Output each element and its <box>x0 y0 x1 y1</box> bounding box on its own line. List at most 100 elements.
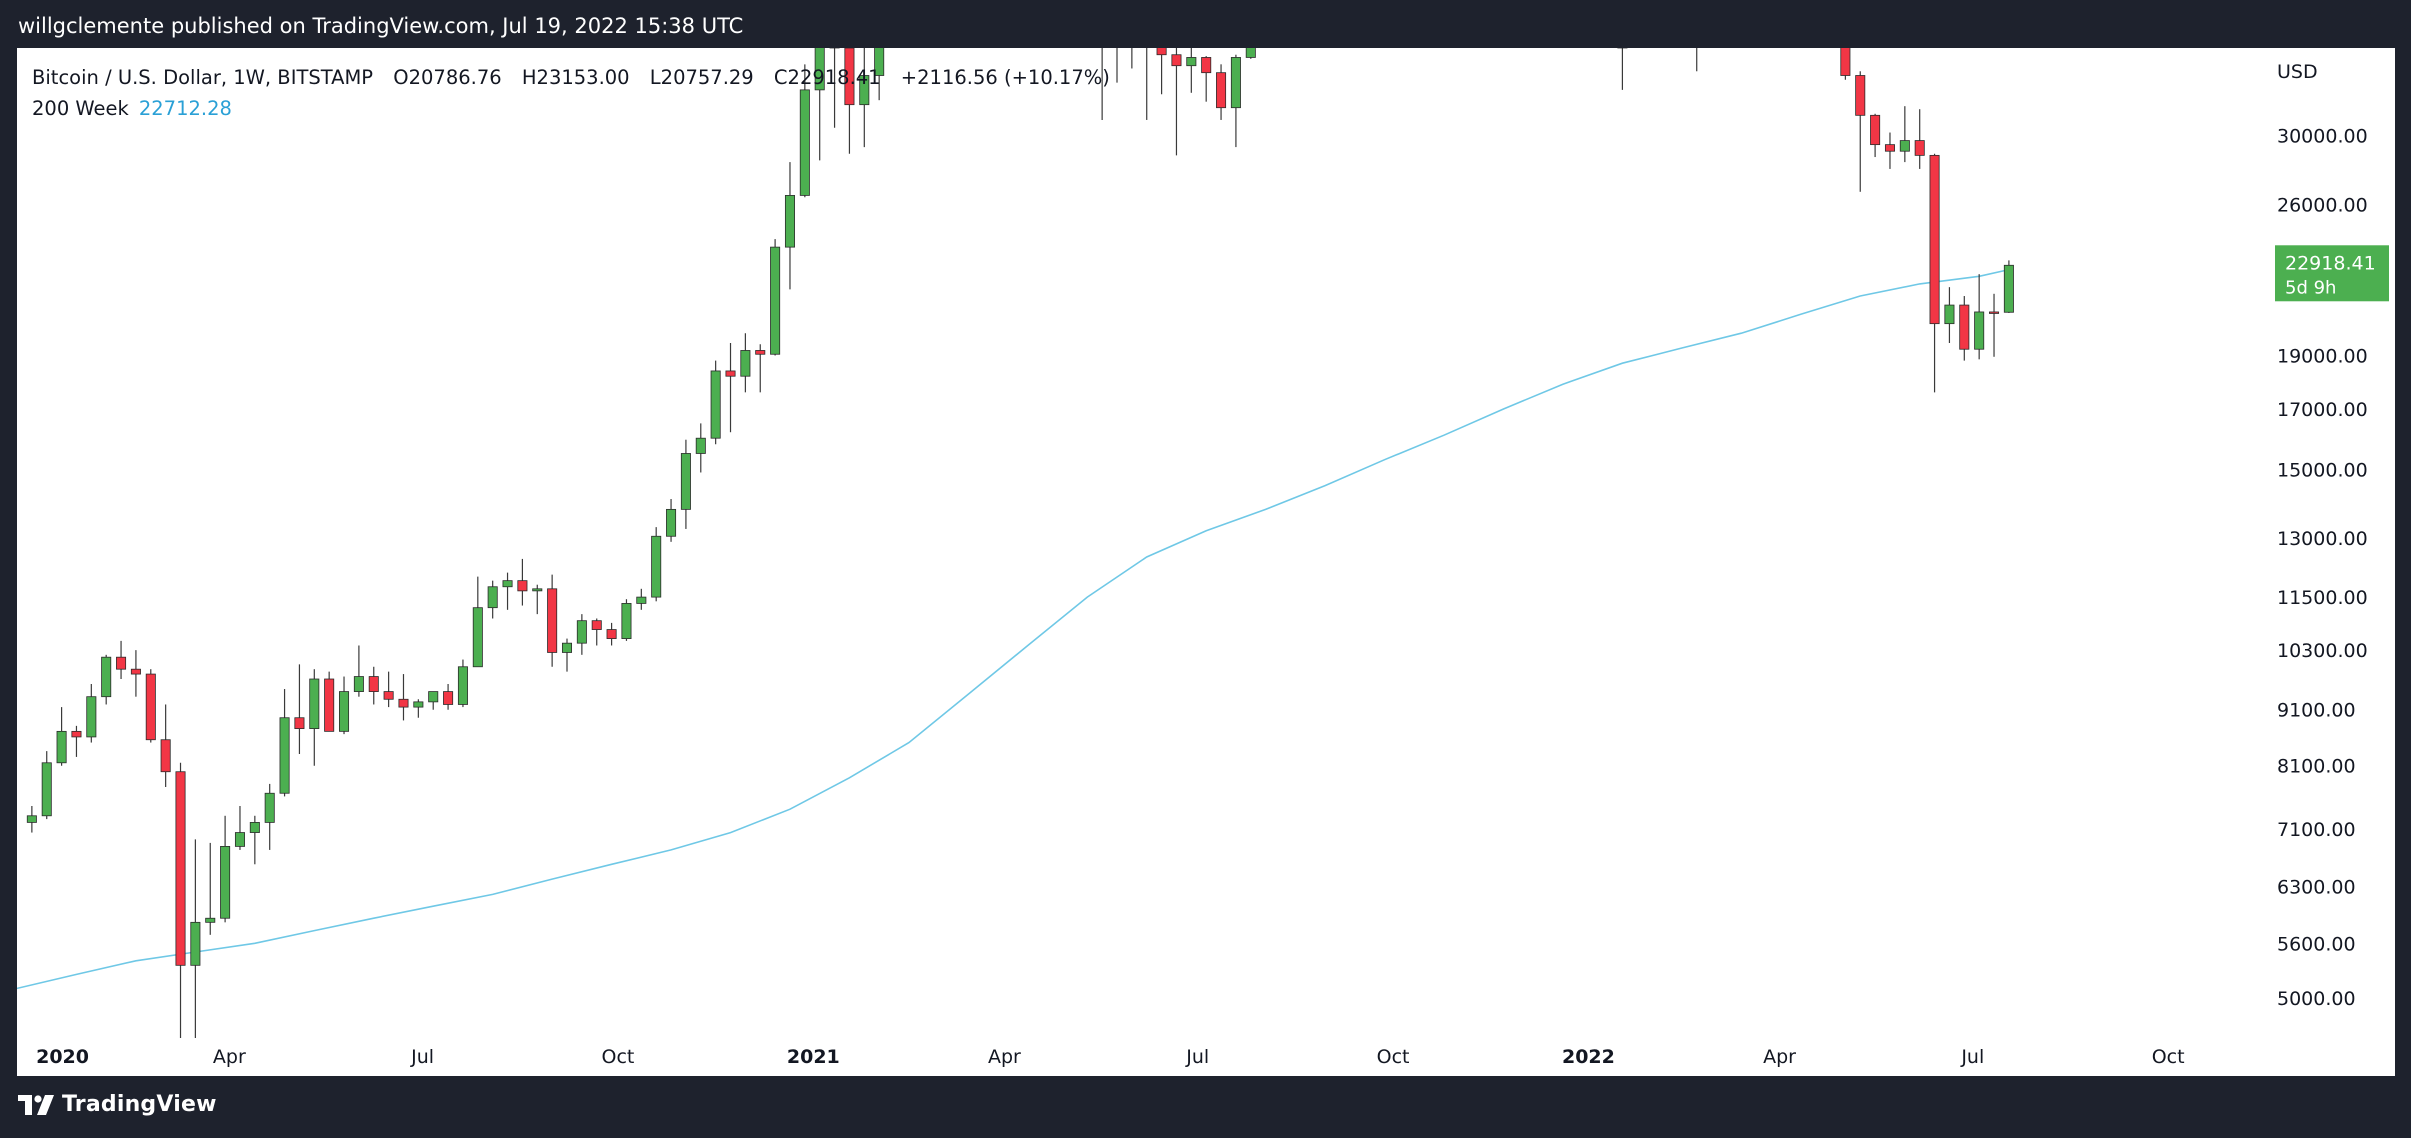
candle[interactable] <box>547 574 558 667</box>
candle[interactable] <box>264 783 275 850</box>
candle[interactable] <box>1230 54 1241 148</box>
candle[interactable] <box>1914 109 1925 169</box>
candle[interactable] <box>829 48 840 128</box>
price-chart[interactable]: USD 30000.00 26000.00 19000.00 17000.00 15000… <box>17 48 2395 1076</box>
candle[interactable] <box>1201 56 1212 102</box>
candle[interactable] <box>606 622 617 646</box>
candle[interactable] <box>1112 48 1121 83</box>
candle[interactable] <box>26 805 37 833</box>
candle[interactable] <box>874 48 885 101</box>
candle[interactable] <box>1974 274 1985 360</box>
candle[interactable] <box>576 614 587 655</box>
legend-ma-value: 22712.28 <box>138 97 232 120</box>
candle-body <box>1989 311 2000 314</box>
candle[interactable] <box>443 683 454 710</box>
ma-layer <box>17 268 2010 990</box>
candle[interactable] <box>1870 113 1881 158</box>
candle[interactable] <box>1245 48 1256 59</box>
candle[interactable] <box>428 691 439 710</box>
candle[interactable] <box>1959 296 1970 361</box>
candle[interactable] <box>353 645 364 697</box>
candle[interactable] <box>502 572 513 610</box>
time-tick-label: 2022 <box>1562 1046 1615 1068</box>
candle[interactable] <box>517 558 528 606</box>
candle[interactable] <box>205 842 216 935</box>
candle[interactable] <box>339 676 350 735</box>
candle[interactable] <box>1929 153 1940 393</box>
candle[interactable] <box>770 239 781 356</box>
candle[interactable] <box>561 638 573 672</box>
tradingview-logo[interactable]: TradingView <box>18 1092 217 1117</box>
candle[interactable] <box>101 654 112 705</box>
candle[interactable] <box>695 423 706 473</box>
candle[interactable] <box>666 499 677 542</box>
candle[interactable] <box>324 671 335 732</box>
candle[interactable] <box>1156 48 1167 95</box>
candle[interactable] <box>86 683 97 743</box>
candle[interactable] <box>532 584 543 615</box>
candle[interactable] <box>591 618 602 646</box>
candle[interactable] <box>116 640 127 680</box>
candle[interactable] <box>636 588 647 610</box>
price-tick-label: 8100.00 <box>2277 756 2356 778</box>
candle[interactable] <box>457 659 468 708</box>
candle[interactable] <box>844 48 855 154</box>
candle[interactable] <box>1884 132 1895 169</box>
time-tick-label: Jul <box>1960 1046 1984 1068</box>
candle[interactable] <box>1098 48 1107 120</box>
candle[interactable] <box>413 699 424 718</box>
candle[interactable] <box>1216 64 1227 120</box>
candle[interactable] <box>220 815 231 923</box>
candle[interactable] <box>1142 48 1151 120</box>
candle[interactable] <box>799 64 810 198</box>
candle[interactable] <box>1989 293 2000 357</box>
candle[interactable] <box>1840 48 1851 80</box>
candle[interactable] <box>1855 71 1866 192</box>
candle[interactable] <box>234 805 245 850</box>
candle-body <box>116 656 127 670</box>
candle[interactable] <box>472 576 483 668</box>
legend-ma-row[interactable]: 200 Week 22712.28 <box>32 93 1110 124</box>
candle[interactable] <box>309 669 320 766</box>
candle[interactable] <box>145 669 156 743</box>
candle[interactable] <box>2003 260 2014 313</box>
candle[interactable] <box>725 343 736 433</box>
candle-body <box>1216 72 1227 109</box>
candle[interactable] <box>1692 48 1701 72</box>
candle[interactable] <box>814 48 825 161</box>
candle[interactable] <box>190 839 201 1049</box>
chart-frame[interactable]: Bitcoin / U.S. Dollar, 1W, BITSTAMP O207… <box>17 48 2395 1076</box>
candle[interactable] <box>621 599 632 641</box>
candle[interactable] <box>1899 106 1910 163</box>
candle[interactable] <box>859 48 870 148</box>
candle[interactable] <box>398 674 409 721</box>
candle[interactable] <box>710 360 721 445</box>
candle[interactable] <box>680 439 691 529</box>
candle[interactable] <box>1617 48 1628 90</box>
candle[interactable] <box>1186 48 1197 93</box>
candle[interactable] <box>71 725 82 757</box>
candle[interactable] <box>56 707 67 766</box>
candle[interactable] <box>160 704 171 788</box>
ma-200-week-line[interactable] <box>17 268 2010 990</box>
candle-body <box>56 730 67 764</box>
candle[interactable] <box>755 344 766 393</box>
candle[interactable] <box>41 751 52 820</box>
candle[interactable] <box>294 664 305 755</box>
candle[interactable] <box>740 333 751 393</box>
candle[interactable] <box>1944 287 1955 344</box>
candle-body <box>368 676 379 692</box>
candle[interactable] <box>784 162 795 290</box>
candle[interactable] <box>175 762 186 1049</box>
candle[interactable] <box>651 527 662 602</box>
candle[interactable] <box>249 815 260 865</box>
candle[interactable] <box>1171 48 1182 156</box>
price-tick-label: 10300.00 <box>2277 640 2368 662</box>
candle[interactable] <box>368 666 379 705</box>
candle[interactable] <box>1127 48 1136 69</box>
candle-body <box>532 588 543 592</box>
candle[interactable] <box>487 580 498 619</box>
candle[interactable] <box>130 650 141 697</box>
candle[interactable] <box>279 689 290 797</box>
candle[interactable] <box>383 671 394 708</box>
